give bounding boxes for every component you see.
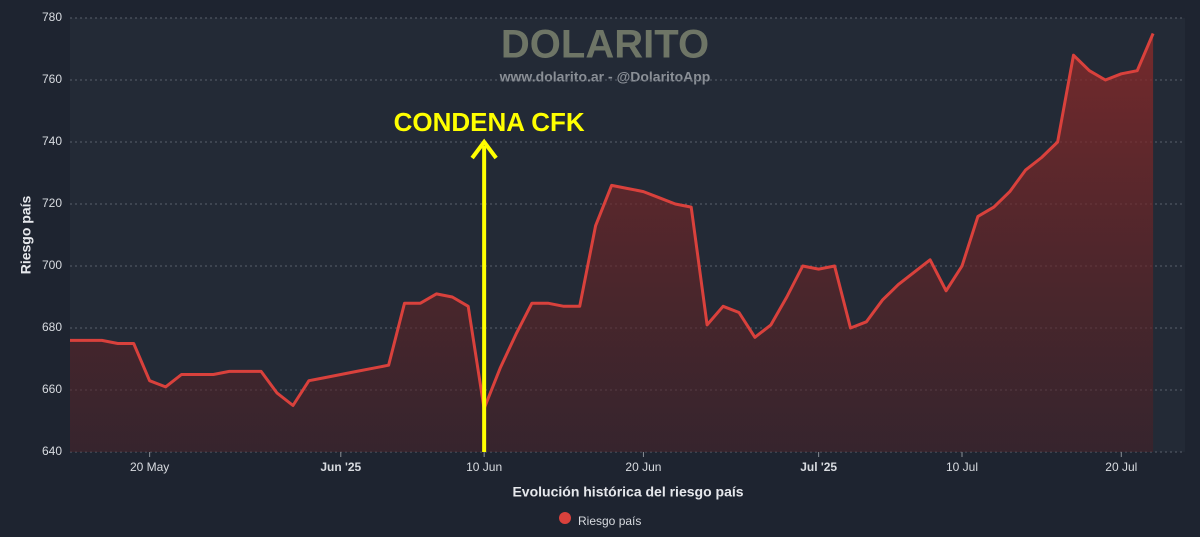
y-tick-label: 660 [42, 382, 62, 396]
x-tick-label: 20 Jul [1105, 460, 1137, 474]
y-tick-label: 740 [42, 134, 62, 148]
watermark: DOLARITO [501, 23, 709, 67]
area [70, 33, 1154, 452]
x-axis-title: Evolución histórica del riesgo país [512, 484, 743, 500]
y-tick-label: 760 [42, 72, 62, 86]
y-tick-label: 780 [42, 10, 62, 24]
y-tick-label: 680 [42, 320, 62, 334]
annotation: CONDENA CFK [394, 107, 585, 137]
line [70, 32, 1155, 411]
x-tick-label: Jun '25 [320, 460, 361, 474]
x-tick-label: 10 Jun [466, 460, 502, 474]
x-tick-label: 10 Jul [946, 460, 978, 474]
watermark-subtitle: www.dolarito.ar - @DolaritoApp [499, 69, 711, 85]
x-tick-label: 20 May [130, 460, 169, 474]
y-tick-label: 640 [42, 444, 62, 458]
x-tick-label: 20 Jun [625, 460, 661, 474]
y-axis-title: Riesgo país [18, 196, 34, 275]
y-tick-label: 720 [42, 196, 62, 210]
legend-label: Riesgo país [578, 514, 641, 528]
annotation-arrowhead [470, 138, 498, 160]
x-tick-label: Jul '25 [800, 460, 837, 474]
legend-marker [559, 512, 571, 524]
y-tick-label: 700 [42, 258, 62, 272]
